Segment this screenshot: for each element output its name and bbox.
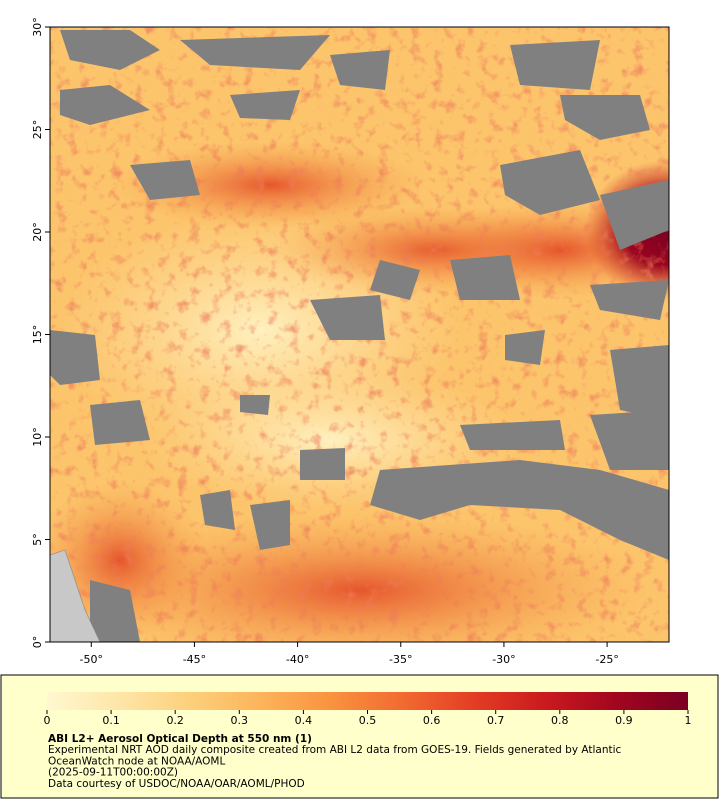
x-tick-label: -35° [389, 653, 412, 666]
x-tick-label: -45° [183, 653, 206, 666]
land [50, 549, 101, 642]
colorbar-tick-label: 0.6 [423, 714, 441, 727]
aod-field [50, 27, 669, 642]
caption-line: Experimental NRT AOD daily composite cre… [48, 744, 622, 756]
colorbar-tick-label: 0.5 [359, 714, 377, 727]
caption-line: (2025-09-11T00:00:00Z) [48, 767, 178, 779]
y-tick-label: 10° [31, 427, 44, 447]
caption-line: OceanWatch node at NOAA/AOML [48, 755, 225, 767]
x-tick-label: -50° [80, 653, 103, 666]
y-tick-label: 5° [31, 533, 44, 546]
colorbar-tick-label: 1 [685, 714, 692, 727]
colorbar-tick-label: 0.1 [102, 714, 120, 727]
x-tick-label: -40° [286, 653, 309, 666]
colorbar-tick-label: 0.8 [551, 714, 569, 727]
colorbar-tick-label: 0.3 [231, 714, 249, 727]
colorbar-tick-label: 0.7 [487, 714, 505, 727]
x-tick-label: -25° [595, 653, 618, 666]
caption: Experimental NRT AOD daily composite cre… [48, 744, 622, 790]
y-tick-label: 15° [31, 325, 44, 345]
caption-line: Data courtesy of USDOC/NOAA/OAR/AOML/PHO… [48, 778, 305, 790]
colorbar-tick-label: 0.2 [166, 714, 184, 727]
colorbar-scale [47, 692, 688, 710]
colorbar-tick-label: 0.4 [295, 714, 313, 727]
x-tick-label: -30° [492, 653, 515, 666]
cloud-mask [50, 30, 669, 642]
colorbar: 0 0.1 0.2 0.3 0.4 0.5 0.6 0.7 0.8 0.9 1 [44, 692, 692, 727]
y-tick-label: 25° [31, 120, 44, 140]
y-tick-label: 0° [31, 636, 44, 649]
colorbar-tick-label: 0.9 [615, 714, 633, 727]
y-tick-label: 30° [31, 17, 44, 37]
y-tick-label: 20° [31, 222, 44, 242]
caption-title: ABI L2+ Aerosol Optical Depth at 550 nm … [48, 733, 312, 745]
axes: -50° -45° -40° -35° -30° -25° 0° 5° 10° 15° 20° 25°… [31, 17, 619, 666]
colorbar-tick-label: 0 [44, 714, 51, 727]
